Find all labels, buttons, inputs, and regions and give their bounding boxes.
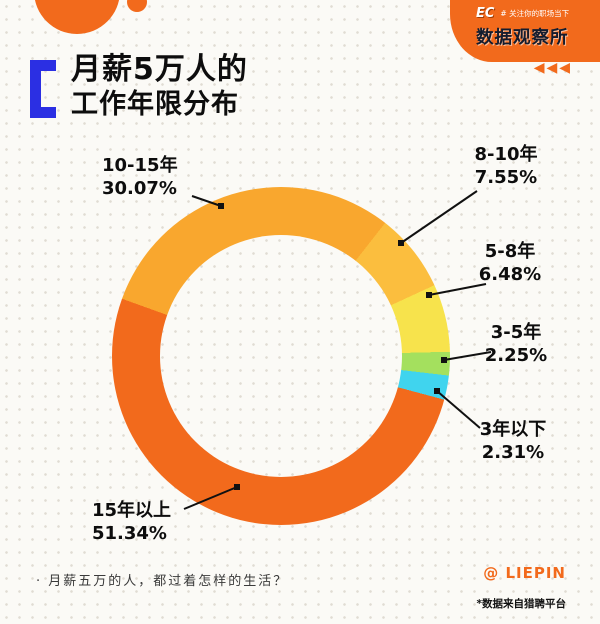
segment-label-10-15: 10-15年 30.07% <box>102 154 212 201</box>
title-bracket-icon <box>30 60 56 118</box>
decorative-circle-icon <box>34 0 120 34</box>
segment-label-5-8: 5-8年 6.48% <box>462 240 558 287</box>
segment-label-8-10: 8-10年 7.55% <box>458 143 554 190</box>
donut-hole <box>160 235 402 477</box>
donut-chart <box>112 187 450 525</box>
chevrons-left-icon: ◀◀◀ <box>533 60 572 76</box>
segment-percent: 7.55% <box>474 167 538 189</box>
segment-name: 3年以下 <box>479 419 547 440</box>
segment-percent: 6.48% <box>478 264 542 286</box>
footnote: · 月薪五万的人，都过着怎样的生活？ <box>36 574 289 589</box>
segment-label-under-3: 3年以下 2.31% <box>458 418 568 465</box>
segment-label-over-15: 15年以上 51.34% <box>92 499 212 546</box>
segment-name: 15年以上 <box>92 500 172 521</box>
data-source: *数据来自猎聘平台 <box>476 598 567 610</box>
page-title-line1: 月薪5万人的 <box>71 52 248 87</box>
brand-handle: @ LIEPIN <box>483 564 566 582</box>
brand-logo: EC <box>476 6 495 21</box>
segment-percent: 2.31% <box>481 442 545 464</box>
segment-percent: 51.34% <box>92 523 167 545</box>
brand-name: 数据观察所 <box>476 28 569 48</box>
brand-badge-top: EC # 关注你的职场当下 <box>476 6 592 21</box>
segment-name: 8-10年 <box>474 144 538 165</box>
brand-tagline: # 关注你的职场当下 <box>500 9 570 18</box>
page-title-line2: 工作年限分布 <box>71 88 239 120</box>
segment-label-3-5: 3-5年 2.25% <box>468 321 564 368</box>
segment-name: 10-15年 <box>102 155 178 176</box>
segment-name: 3-5年 <box>490 322 542 343</box>
brand-badge: EC # 关注你的职场当下 数据观察所 <box>450 0 600 62</box>
segment-percent: 30.07% <box>102 178 177 200</box>
decorative-dot-icon <box>127 0 147 12</box>
segment-name: 5-8年 <box>484 241 536 262</box>
segment-percent: 2.25% <box>484 345 548 367</box>
page-title: 月薪5万人的 工作年限分布 <box>71 52 248 122</box>
